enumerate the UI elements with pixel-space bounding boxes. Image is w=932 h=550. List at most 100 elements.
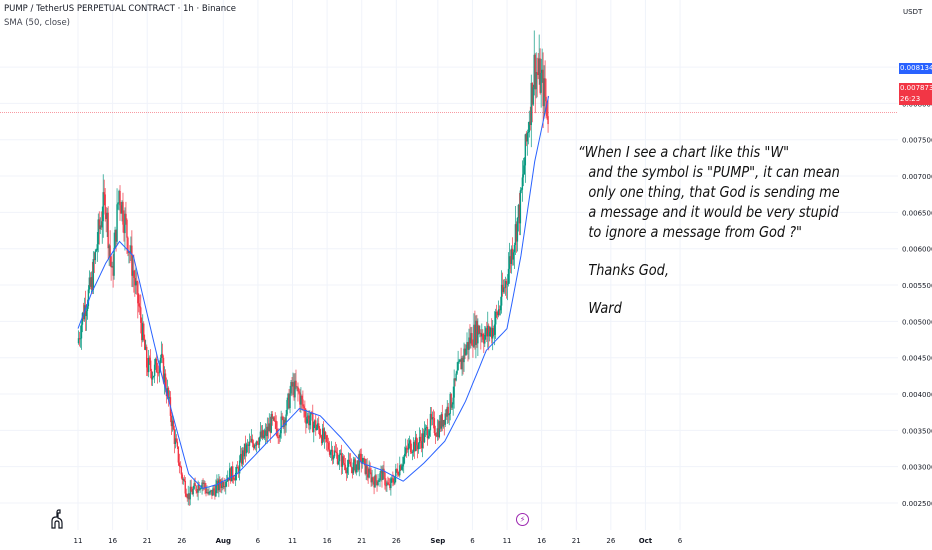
candle-body: [351, 467, 354, 474]
candle-body: [160, 353, 163, 358]
candle-body: [373, 481, 375, 488]
candle-body: [168, 397, 171, 399]
candle-body: [438, 421, 441, 438]
candle-body: [128, 251, 130, 253]
candle-body: [319, 435, 322, 437]
time-tick-label: 6: [256, 537, 261, 545]
candle-body: [138, 303, 140, 307]
candle-body: [407, 443, 410, 450]
candle-body: [327, 442, 330, 450]
chart-title[interactable]: PUMP / TetherUS PERPETUAL CONTRACT · 1h …: [4, 4, 236, 14]
candle-body: [364, 458, 366, 474]
candle-body: [368, 468, 370, 478]
indicator-label[interactable]: SMA (50, close): [4, 18, 70, 28]
candle-body: [476, 320, 478, 344]
candle-body: [139, 306, 141, 308]
candle-body: [385, 485, 387, 487]
candle-body: [320, 436, 323, 444]
candle-body: [515, 224, 518, 242]
candle-body: [144, 338, 146, 350]
candle-body: [162, 357, 165, 383]
candle-body: [254, 445, 257, 447]
candle-body: [218, 479, 220, 491]
candle-body: [524, 134, 527, 166]
candle-body: [545, 96, 547, 102]
candle-body: [115, 229, 117, 242]
candle-body: [543, 78, 545, 107]
candle-body: [387, 482, 389, 485]
candle-body: [303, 406, 305, 409]
quote-line-6: Thanks God,: [588, 261, 669, 279]
candle-body: [282, 417, 284, 428]
candle-body: [419, 436, 422, 442]
candle-body: [350, 466, 353, 468]
candle-body: [404, 453, 406, 458]
time-tick-label: 16: [537, 537, 546, 545]
candle-body: [100, 225, 102, 228]
candle-body: [114, 229, 116, 248]
candle-body: [202, 482, 204, 484]
candle-body: [321, 428, 324, 444]
candle-body: [489, 331, 491, 337]
candle-body: [161, 353, 164, 358]
candle-body: [534, 54, 536, 90]
candle-body: [102, 192, 104, 222]
candle-body: [193, 483, 195, 489]
candle-body: [110, 256, 112, 268]
quote-line-3: only one thing, that God is sending me: [588, 183, 840, 201]
candle-body: [272, 417, 274, 419]
candle-body: [297, 386, 299, 392]
candle-body: [305, 416, 307, 424]
candle-body: [281, 416, 283, 418]
candle-body: [150, 370, 153, 380]
time-tick-label: 21: [572, 537, 581, 545]
candle-body: [406, 447, 408, 449]
candle-body: [392, 478, 394, 483]
candle-body: [140, 307, 142, 323]
time-tick-label: Aug: [216, 537, 231, 545]
candle-body: [124, 213, 126, 234]
candle-body: [352, 462, 355, 474]
candle-body: [107, 212, 109, 249]
candle-body: [179, 465, 182, 467]
candle-body: [234, 472, 237, 481]
candle-body: [328, 449, 331, 455]
time-tick-label: 21: [357, 537, 366, 545]
candle-body: [396, 468, 398, 471]
candle-body: [317, 423, 319, 428]
candle-body: [191, 491, 193, 495]
tradingview-logo-icon[interactable]: [48, 509, 66, 529]
candle-body: [306, 418, 308, 424]
candle-body: [295, 380, 297, 388]
candle-body: [260, 431, 263, 438]
candle-body: [439, 421, 442, 429]
candle-body: [482, 333, 484, 340]
candle-body: [90, 277, 93, 287]
candle-body: [241, 450, 244, 464]
candle-body: [123, 224, 125, 234]
currency-unit[interactable]: USDT: [903, 8, 923, 16]
candle-body: [197, 484, 199, 493]
candle-body: [95, 250, 97, 252]
event-lightning-icon[interactable]: ⚡: [516, 513, 529, 526]
candle-body: [151, 376, 154, 380]
candle-body: [159, 357, 162, 364]
candle-body: [452, 397, 454, 405]
candle-body: [408, 440, 411, 444]
candle-body: [363, 457, 365, 459]
candle-body: [433, 418, 436, 433]
candle-body: [499, 305, 502, 311]
candle-body: [286, 400, 288, 415]
candle-body: [156, 372, 159, 374]
time-tick-label: 11: [288, 537, 297, 545]
candle-body: [529, 121, 531, 126]
candle-body: [374, 475, 376, 488]
candle-body: [544, 78, 546, 97]
candle-body: [410, 452, 413, 453]
price-tick-label: 0.007500: [902, 137, 932, 145]
candle-body: [79, 338, 82, 340]
candle-body: [235, 467, 238, 473]
